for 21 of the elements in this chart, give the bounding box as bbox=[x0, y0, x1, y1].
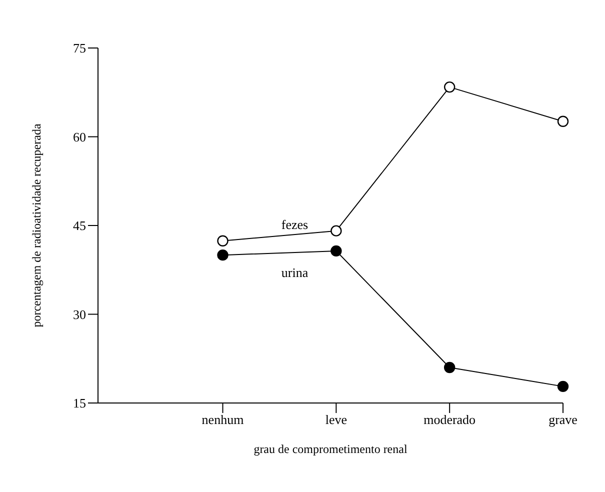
point bbox=[557, 116, 569, 127]
point bbox=[444, 81, 456, 93]
y-tick-label: 30 bbox=[73, 306, 86, 322]
series-label: fezes bbox=[281, 216, 308, 232]
y-axis-title: porcentagem de radioatividade recuperada bbox=[29, 123, 44, 328]
series-label: urina bbox=[281, 265, 308, 280]
point bbox=[557, 380, 569, 392]
point bbox=[217, 235, 228, 246]
y-tick-label: 75 bbox=[73, 40, 86, 56]
point bbox=[217, 249, 228, 261]
y-tick-label: 15 bbox=[73, 396, 86, 411]
x-tick-label: leve bbox=[325, 412, 348, 428]
point bbox=[330, 245, 342, 257]
x-tick-label: moderado bbox=[424, 412, 476, 428]
y-tick-label: 45 bbox=[73, 218, 86, 234]
x-tick-label: nenhum bbox=[202, 412, 244, 428]
x-axis-title: grau de comprometimento renal bbox=[254, 442, 408, 456]
point bbox=[330, 225, 342, 236]
x-tick-label: grave bbox=[548, 412, 578, 428]
point bbox=[444, 362, 456, 374]
y-tick-label: 60 bbox=[73, 129, 86, 144]
